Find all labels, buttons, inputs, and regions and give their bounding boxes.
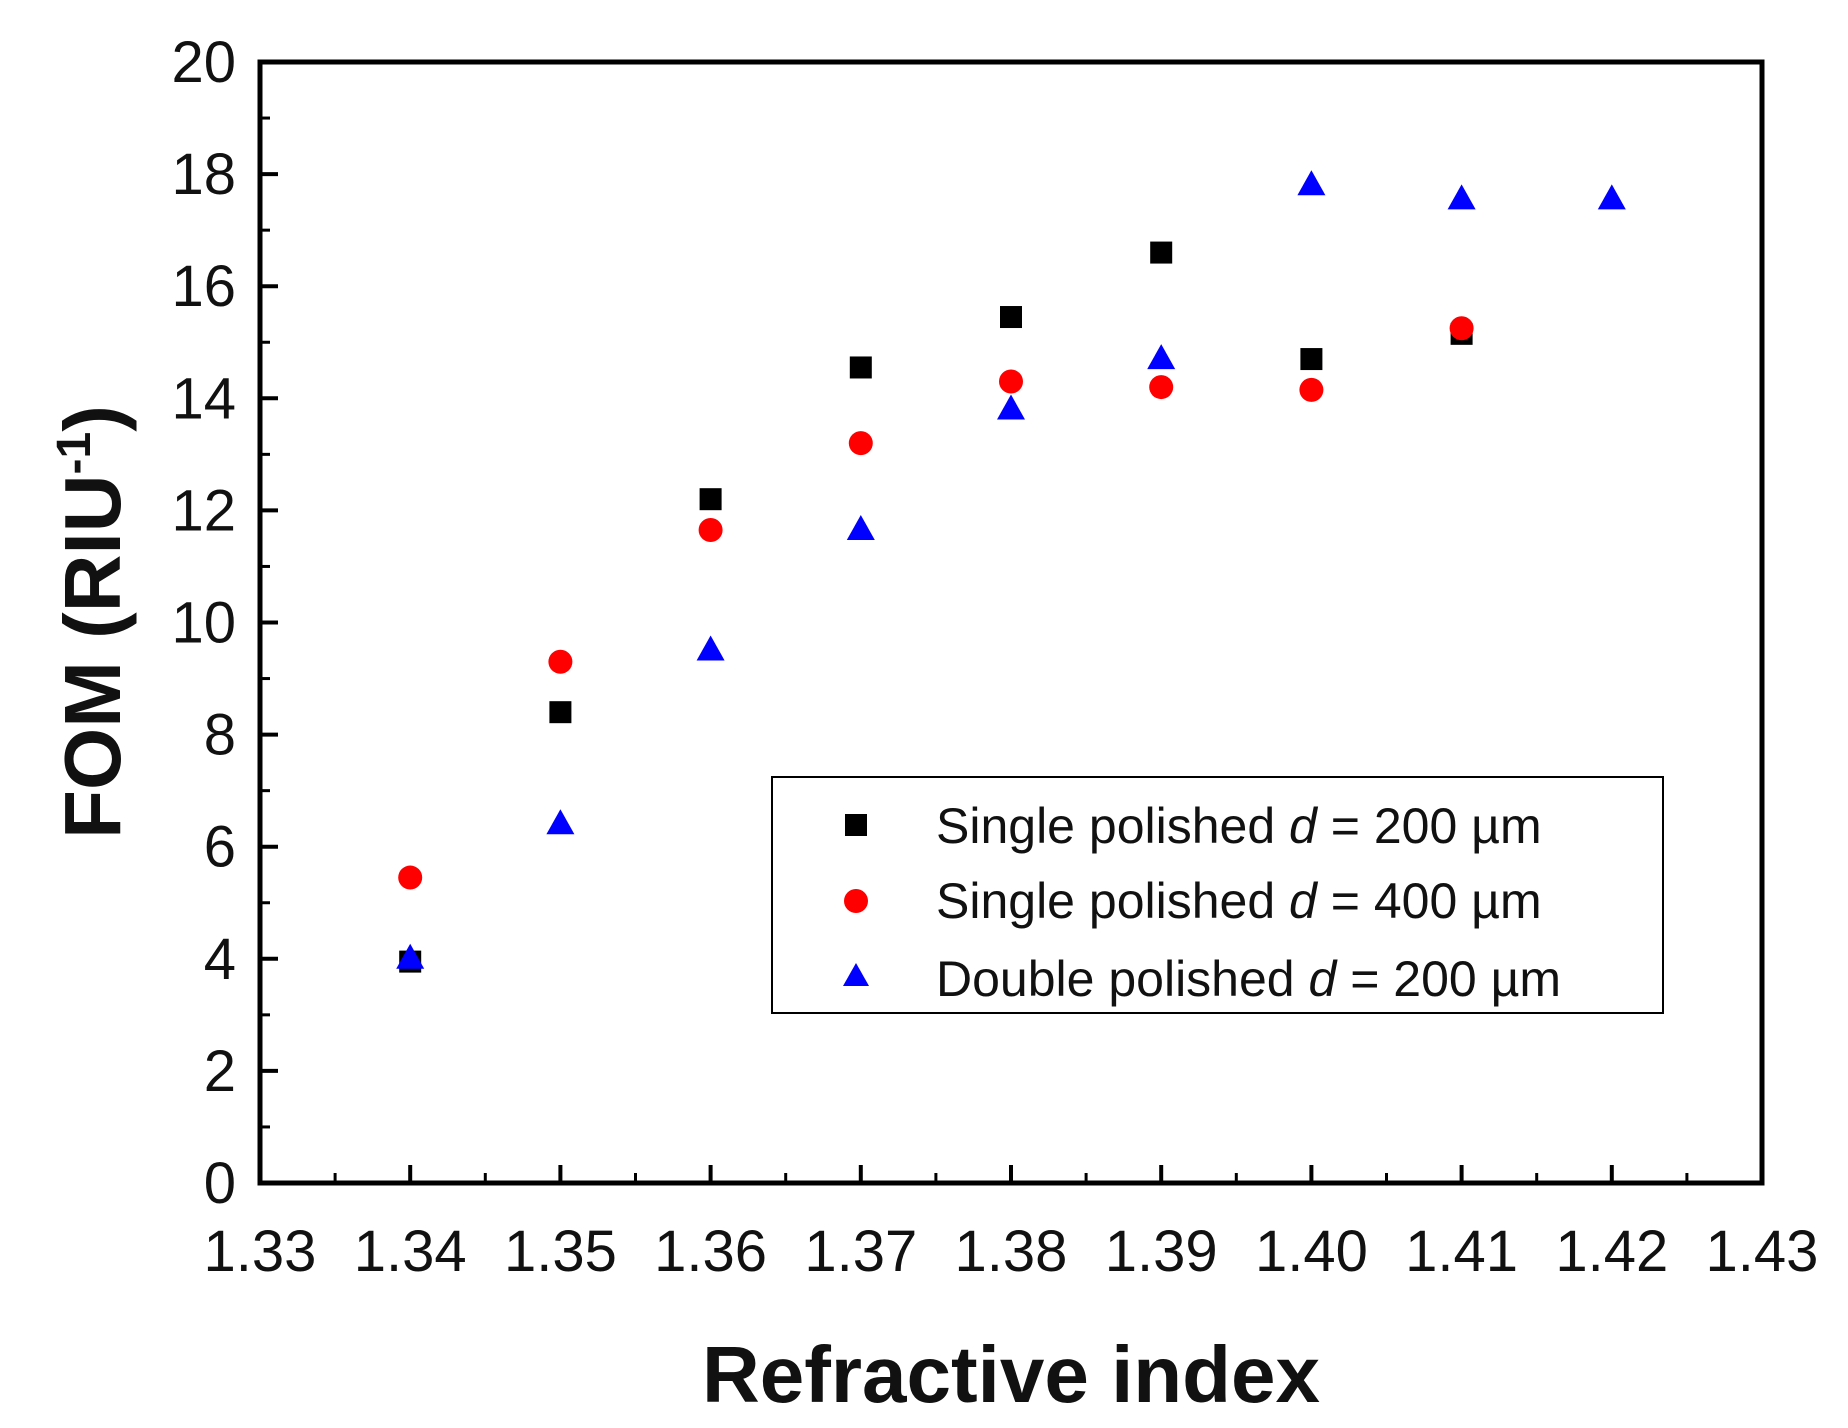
y-tick-label: 12 bbox=[171, 478, 236, 543]
point-square bbox=[549, 701, 572, 724]
legend-marker-circle bbox=[844, 889, 868, 913]
plot-area bbox=[257, 59, 1765, 1186]
y-tick-label: 14 bbox=[171, 366, 236, 431]
data-points bbox=[396, 170, 1626, 973]
x-tick-label: 1.37 bbox=[804, 1219, 917, 1284]
point-circle bbox=[1449, 316, 1474, 341]
x-tick-label: 1.41 bbox=[1405, 1219, 1518, 1284]
y-axis-title-group: FOM (RIU-1) bbox=[48, 405, 137, 839]
point-circle bbox=[398, 865, 423, 890]
point-square bbox=[1150, 241, 1173, 264]
legend-label-2: Double polished d = 200 µm bbox=[936, 951, 1561, 1007]
y-tick-label: 18 bbox=[171, 142, 236, 207]
x-tick-label: 1.38 bbox=[955, 1219, 1068, 1284]
legend-item-2: Double polished d = 200 µm bbox=[843, 951, 1561, 1007]
point-triangle bbox=[1447, 184, 1476, 210]
point-circle bbox=[848, 431, 873, 456]
legend-marker-triangle bbox=[843, 963, 869, 986]
legend-marker-square bbox=[845, 814, 867, 836]
point-square bbox=[1300, 348, 1323, 371]
x-tick-label: 1.34 bbox=[354, 1219, 467, 1284]
axis-ticks bbox=[258, 60, 1764, 1185]
y-tick-label: 2 bbox=[204, 1039, 236, 1104]
y-tick-label: 6 bbox=[204, 815, 236, 880]
y-tick-label: 4 bbox=[204, 927, 236, 992]
y-axis-title: FOM (RIU-1) bbox=[48, 405, 137, 839]
point-square bbox=[699, 488, 722, 511]
point-square bbox=[849, 356, 872, 379]
y-tick-label: 16 bbox=[171, 254, 236, 319]
y-tick-label: 0 bbox=[204, 1151, 236, 1216]
point-triangle bbox=[1597, 184, 1626, 210]
x-tick-label: 1.36 bbox=[654, 1219, 767, 1284]
point-circle bbox=[548, 649, 573, 674]
y-axis-title-close: ) bbox=[48, 405, 137, 432]
point-circle bbox=[1149, 375, 1174, 400]
series-1 bbox=[398, 316, 1474, 890]
point-circle bbox=[698, 518, 723, 543]
point-triangle bbox=[396, 943, 425, 969]
y-axis-title-superscript: -1 bbox=[48, 432, 101, 475]
point-circle bbox=[999, 369, 1023, 394]
point-triangle bbox=[846, 515, 875, 541]
point-square bbox=[1000, 306, 1022, 329]
legend-item-0: Single polished d = 200 µm bbox=[845, 798, 1542, 854]
series-2 bbox=[396, 170, 1626, 969]
point-circle bbox=[1299, 377, 1324, 402]
x-axis-title: Refractive index bbox=[702, 1330, 1320, 1419]
point-triangle bbox=[997, 394, 1025, 420]
y-tick-label: 10 bbox=[171, 591, 236, 656]
x-tick-label: 1.35 bbox=[504, 1219, 617, 1284]
x-tick-label: 1.40 bbox=[1255, 1219, 1368, 1284]
point-triangle bbox=[546, 809, 575, 835]
legend-label-1: Single polished d = 400 µm bbox=[936, 873, 1542, 929]
point-triangle bbox=[1147, 344, 1176, 370]
legend-box bbox=[771, 776, 1664, 1014]
x-tick-label: 1.33 bbox=[204, 1219, 317, 1284]
point-triangle bbox=[1297, 170, 1326, 196]
point-triangle bbox=[696, 635, 725, 661]
y-tick-label: 20 bbox=[171, 30, 236, 95]
x-tick-label: 1.43 bbox=[1706, 1219, 1819, 1284]
legend-label-0: Single polished d = 200 µm bbox=[936, 798, 1542, 854]
legend: Single polished d = 200 µm Single polish… bbox=[771, 776, 1664, 1014]
x-tick-label: 1.39 bbox=[1105, 1219, 1218, 1284]
legend-item-1: Single polished d = 400 µm bbox=[844, 873, 1542, 929]
y-tick-label: 8 bbox=[204, 703, 236, 768]
x-tick-label: 1.42 bbox=[1555, 1219, 1668, 1284]
y-axis-title-main: FOM (RIU bbox=[48, 474, 137, 838]
tick-labels: 1.33 1.34 1.35 1.36 1.37 1.38 1.39 1.40 1.41 1.42… bbox=[171, 30, 1818, 1284]
series-0 bbox=[399, 241, 1473, 973]
